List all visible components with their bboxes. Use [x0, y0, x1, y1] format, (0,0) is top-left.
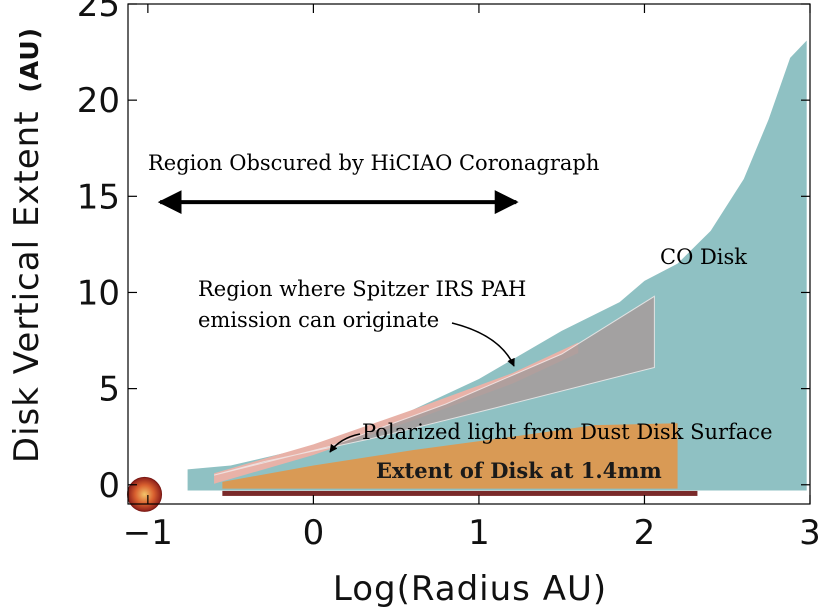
y-tick-label: 15 — [77, 177, 120, 217]
pah-region — [213, 295, 655, 476]
x-tick-label: 3 — [799, 513, 821, 553]
y-tick-label: 5 — [98, 370, 120, 410]
y-axis-label-main: Disk Vertical Extent — [7, 110, 47, 463]
pah-label-line2: emission can originate — [198, 308, 439, 332]
x-tick-label: 2 — [634, 513, 656, 553]
mm-disk-bar — [222, 490, 698, 496]
co-disk-region — [187, 40, 807, 491]
plot-frame — [127, 3, 811, 505]
star-marker — [127, 476, 163, 512]
pah-arrow — [451, 322, 515, 367]
y-axis-label-unit: (AU) — [15, 27, 44, 93]
y-tick-label: 10 — [77, 273, 120, 313]
polarized-arrow — [329, 433, 361, 453]
x-tick-label: −1 — [123, 513, 173, 553]
y-tick-label: 0 — [98, 466, 120, 506]
polarized-surface-band — [214, 342, 579, 484]
mm-disk-label: Extent of Disk at 1.4mm — [376, 458, 662, 483]
polarized-label: Polarized light from Dust Disk Surface — [362, 420, 773, 444]
co-disk-label: CO Disk — [660, 245, 747, 269]
x-tick-label: 0 — [303, 513, 325, 553]
pah-label-line1: Region where Spitzer IRS PAH — [198, 277, 526, 301]
x-tick-label: 1 — [468, 513, 490, 553]
x-axis-label: Log(Radius AU) — [333, 569, 607, 609]
y-tick-label: 20 — [77, 81, 120, 121]
y-axis-label: Disk Vertical Extent (AU) — [7, 27, 47, 463]
y-tick-label: 25 — [77, 0, 120, 25]
coronagraph-label: Region Obscured by HiCIAO Coronagraph — [148, 151, 599, 175]
mm-disk-region — [222, 423, 678, 489]
